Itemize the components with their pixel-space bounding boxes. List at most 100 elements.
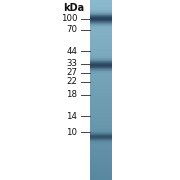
Bar — [90, 36, 112, 37]
Bar — [90, 158, 112, 159]
Bar — [90, 138, 112, 140]
Text: 27: 27 — [66, 68, 77, 77]
Bar — [90, 125, 112, 126]
Bar — [90, 46, 112, 47]
Bar — [90, 62, 112, 63]
Bar — [90, 110, 112, 111]
Bar — [90, 88, 112, 89]
Bar — [90, 2, 112, 3]
Bar — [90, 123, 112, 124]
Bar — [90, 63, 112, 64]
Bar — [90, 125, 112, 126]
Text: 22: 22 — [66, 77, 77, 86]
Bar — [90, 79, 112, 80]
Bar — [90, 146, 112, 147]
Bar — [90, 133, 112, 134]
Bar — [90, 76, 112, 77]
Bar — [90, 109, 112, 110]
Bar — [90, 73, 112, 74]
Bar — [90, 14, 112, 15]
Text: 10: 10 — [66, 128, 77, 137]
Bar — [90, 152, 112, 153]
Bar — [90, 116, 112, 117]
Bar — [90, 147, 112, 148]
Bar — [90, 77, 112, 78]
Bar — [90, 75, 112, 76]
Bar — [90, 24, 112, 25]
Bar — [90, 138, 112, 139]
Bar — [90, 18, 112, 19]
Bar — [90, 57, 112, 58]
Bar — [90, 36, 112, 37]
Bar — [90, 149, 112, 150]
Bar — [90, 38, 112, 39]
Bar — [90, 39, 112, 40]
Bar — [90, 86, 112, 87]
Bar — [90, 17, 112, 18]
Bar — [90, 6, 112, 7]
Bar — [90, 11, 112, 12]
Bar — [90, 126, 112, 127]
Bar — [90, 133, 112, 134]
Bar — [90, 23, 112, 24]
Bar — [90, 129, 112, 130]
Bar — [90, 130, 112, 131]
Bar — [90, 165, 112, 167]
Bar — [90, 170, 112, 171]
Text: kDa: kDa — [64, 3, 85, 13]
Bar — [90, 84, 112, 85]
Bar — [90, 102, 112, 103]
Bar — [90, 142, 112, 143]
Bar — [90, 35, 112, 36]
Bar — [90, 24, 112, 25]
Bar — [90, 56, 112, 57]
Bar — [90, 107, 112, 108]
Bar — [90, 12, 112, 14]
Bar — [90, 39, 112, 40]
Bar — [90, 48, 112, 49]
Bar — [90, 31, 112, 32]
Bar — [90, 37, 112, 38]
Bar — [90, 140, 112, 141]
Text: 44: 44 — [66, 47, 77, 56]
Bar — [90, 66, 112, 67]
Bar — [90, 99, 112, 100]
Bar — [90, 132, 112, 133]
Bar — [90, 177, 112, 178]
Bar — [90, 20, 112, 21]
Bar — [90, 31, 112, 32]
Bar — [90, 160, 112, 161]
Bar — [90, 92, 112, 93]
Bar — [90, 1, 112, 2]
Bar — [90, 59, 112, 60]
Bar — [90, 30, 112, 31]
Bar — [90, 51, 112, 52]
Bar — [90, 129, 112, 130]
Bar — [90, 49, 112, 50]
Bar — [90, 83, 112, 84]
Bar — [90, 29, 112, 30]
Text: 18: 18 — [66, 90, 77, 99]
Bar — [90, 49, 112, 50]
Bar — [90, 130, 112, 131]
Bar — [90, 20, 112, 21]
Bar — [90, 81, 112, 82]
Bar — [90, 73, 112, 74]
Bar — [90, 44, 112, 45]
Bar — [90, 48, 112, 50]
Bar — [90, 34, 112, 35]
Bar — [90, 136, 112, 137]
Bar — [90, 95, 112, 96]
Bar — [90, 123, 112, 124]
Bar — [90, 114, 112, 115]
Bar — [90, 156, 112, 157]
Bar — [90, 16, 112, 17]
Bar — [90, 40, 112, 41]
Bar — [90, 16, 112, 17]
Bar — [90, 80, 112, 81]
Bar — [90, 105, 112, 106]
Bar — [90, 30, 112, 31]
Bar — [90, 33, 112, 34]
Bar — [90, 106, 112, 107]
Bar — [90, 142, 112, 143]
